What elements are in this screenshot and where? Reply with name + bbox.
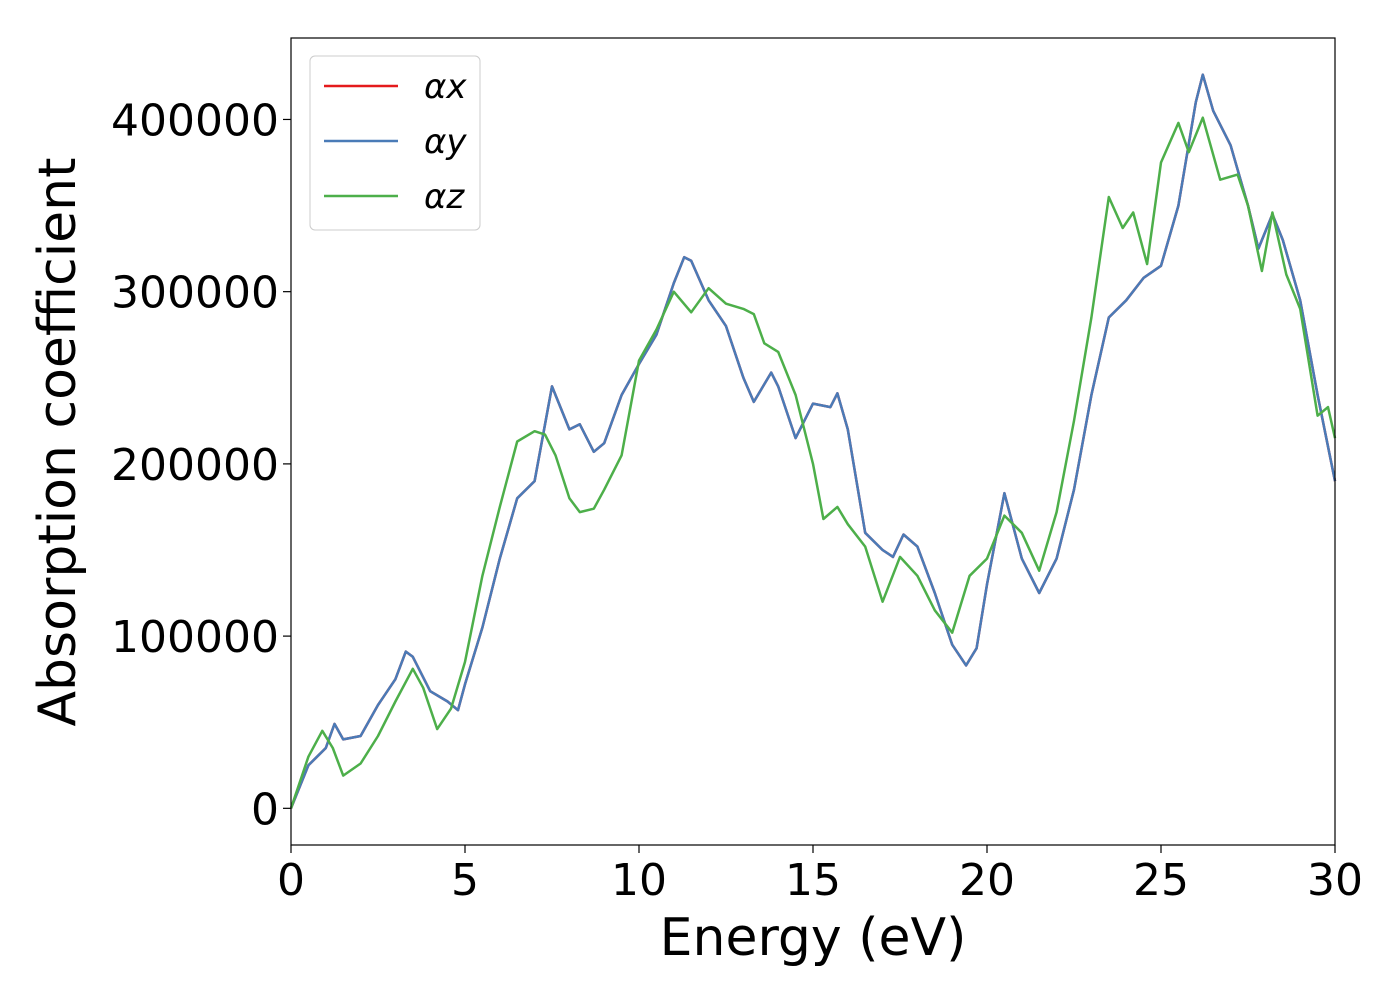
x-tick-label: 10 <box>611 855 667 906</box>
legend-label: αy <box>424 122 467 162</box>
x-tick-label: 5 <box>451 855 479 906</box>
y-axis-label: Absorption coefficient <box>28 157 88 726</box>
x-tick-label: 25 <box>1133 855 1189 906</box>
plot-frame <box>290 37 1336 846</box>
legend-box <box>309 55 481 231</box>
y-tick-label: 400000 <box>111 95 279 146</box>
legend-label: αz <box>424 177 465 217</box>
x-tick-label: 0 <box>277 855 305 906</box>
y-tick-label: 300000 <box>111 268 279 319</box>
y-tick-label: 0 <box>251 784 279 835</box>
x-axis-label: Energy (eV) <box>660 908 967 968</box>
x-tick-label: 30 <box>1307 855 1363 906</box>
y-tick-label: 100000 <box>111 612 279 663</box>
line <box>289 116 1337 809</box>
y-tick-label: 200000 <box>111 440 279 491</box>
x-tick-label: 20 <box>959 855 1015 906</box>
legend-label: αx <box>424 67 467 107</box>
line <box>289 73 1337 809</box>
x-tick-label: 15 <box>785 855 841 906</box>
